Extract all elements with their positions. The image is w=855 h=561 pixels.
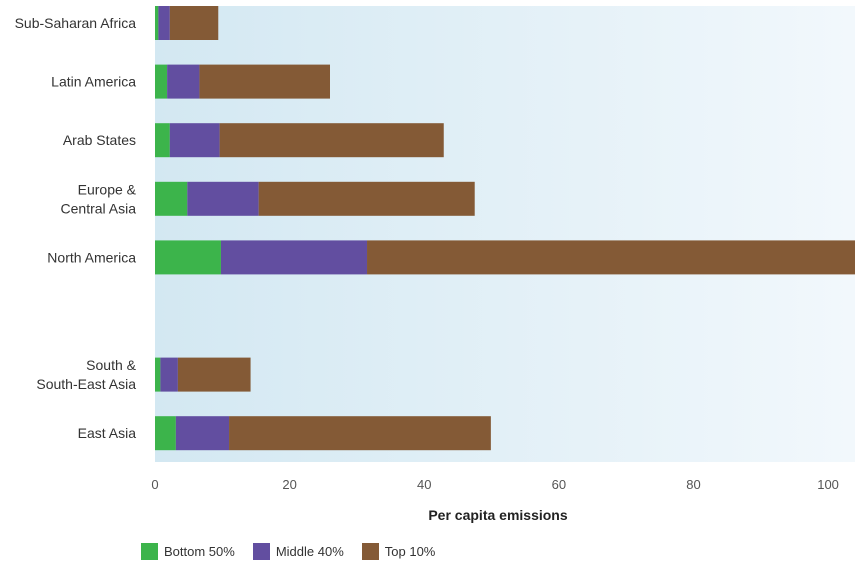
category-label-south-south-east-asia: South & South-East Asia	[36, 357, 136, 392]
bars-layer	[155, 6, 855, 451]
bar-east-asia-middle-40	[175, 416, 230, 451]
bar-east-asia-top-10	[229, 416, 491, 451]
bar-latin-america-middle-40	[167, 64, 200, 99]
category-label-east-asia: East Asia	[78, 425, 137, 441]
bar-north-america-bottom-50	[155, 240, 221, 275]
bar-sub-saharan-africa-middle-40	[158, 6, 170, 40]
bar-sub-saharan-africa-bottom-50	[155, 6, 159, 40]
bar-arab-states-bottom-50	[155, 123, 170, 158]
legend-label-middle-40: Middle 40%	[275, 544, 344, 559]
bar-latin-america-bottom-50	[155, 64, 168, 99]
legend-label-top-10: Top 10%	[384, 544, 436, 559]
legend: Bottom 50% Middle 40% Top 10%	[141, 543, 453, 560]
category-label-europe-central-asia: Europe & Central Asia	[61, 181, 137, 216]
bar-east-asia-bottom-50	[155, 416, 176, 451]
legend-item-top-10: Top 10%	[361, 543, 436, 560]
x-tick-label-60: 60	[552, 477, 566, 492]
bar-europe-central-asia-bottom-50	[155, 181, 188, 216]
x-tick-labels: 0 20 40 60 80 100	[151, 477, 839, 492]
bar-south-south-east-asia-middle-40	[160, 357, 178, 392]
legend-label-bottom-50: Bottom 50%	[164, 544, 235, 559]
legend-item-bottom-50: Bottom 50%	[141, 543, 235, 560]
category-label-arab-states: Arab States	[63, 132, 136, 148]
bar-south-south-east-asia-bottom-50	[155, 357, 161, 392]
bar-north-america-top-10	[367, 240, 855, 275]
x-tick-label-0: 0	[151, 477, 158, 492]
bar-arab-states-top-10	[219, 123, 444, 158]
bar-north-america-middle-40	[220, 240, 368, 275]
x-tick-label-40: 40	[417, 477, 431, 492]
x-axis-title: Per capita emissions	[428, 507, 568, 523]
category-label-north-america: North America	[47, 249, 136, 265]
bar-europe-central-asia-top-10	[258, 181, 475, 216]
category-label-latin-america: Latin America	[51, 74, 136, 90]
bar-south-south-east-asia-top-10	[177, 357, 251, 392]
bar-arab-states-middle-40	[169, 123, 220, 158]
legend-swatch-middle-40	[252, 543, 270, 560]
bar-europe-central-asia-middle-40	[187, 181, 259, 216]
legend-item-middle-40: Middle 40%	[252, 543, 344, 560]
x-tick-label-100: 100	[817, 477, 839, 492]
category-labels: Sub-Saharan Africa Latin America Arab Stat…	[15, 15, 137, 441]
legend-swatch-top-10	[361, 543, 379, 560]
legend-swatch-bottom-50	[141, 543, 158, 560]
x-tick-label-80: 80	[686, 477, 700, 492]
category-label-sub-saharan-africa: Sub-Saharan Africa	[15, 15, 137, 31]
x-tick-label-20: 20	[282, 477, 296, 492]
bar-latin-america-top-10	[199, 64, 330, 99]
bar-sub-saharan-africa-top-10	[169, 6, 219, 40]
